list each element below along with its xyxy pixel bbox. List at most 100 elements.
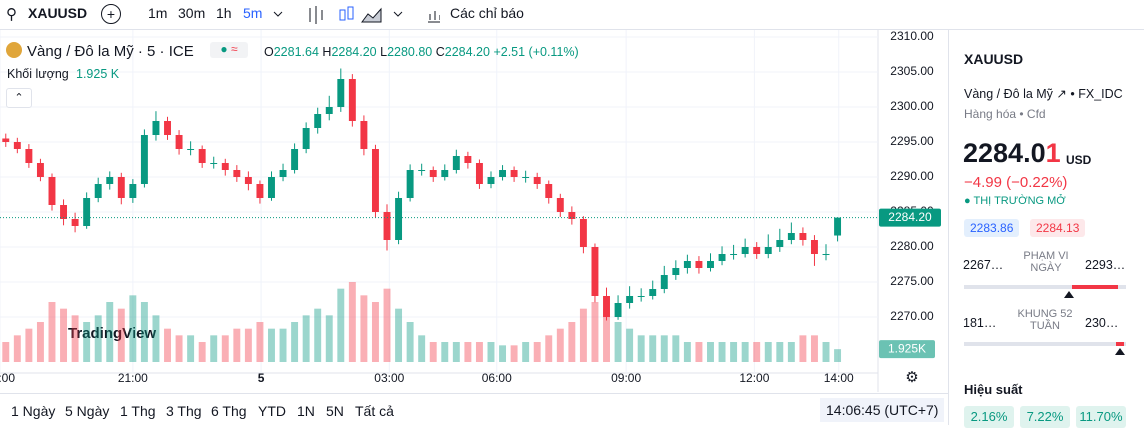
candle-body	[510, 170, 518, 177]
indicators[interactable]: Các chỉ báo	[450, 5, 524, 21]
range[interactable]: 1 Ngày	[11, 403, 56, 419]
bid: 2283.86	[964, 219, 1020, 237]
dropdown[interactable]	[393, 11, 403, 17]
market-status: ● THỊ TRƯỜNG MỞ	[964, 195, 1066, 207]
candle-body	[164, 121, 171, 135]
x-tick-label: 5	[258, 371, 265, 385]
interval[interactable]: 1m	[148, 5, 168, 21]
range[interactable]: 5N	[326, 403, 344, 419]
candle-body	[25, 149, 33, 163]
panel-category: Hàng hóa • Cfd	[964, 107, 1046, 121]
volume-bar	[233, 328, 241, 362]
volume-bar	[152, 315, 160, 362]
panel-name: Vàng / Đô la Mỹ ↗ • FX_IDC	[964, 87, 1123, 101]
candle-body	[371, 149, 379, 212]
range[interactable]: 3 Thg	[166, 403, 202, 419]
candle-body	[210, 163, 218, 164]
volume-bar	[522, 342, 530, 362]
volume-bar	[707, 342, 714, 362]
range[interactable]: 6 Thg	[211, 403, 247, 419]
volume-bar	[187, 335, 195, 362]
symbol-search[interactable]: XAUUSD	[28, 5, 88, 21]
range[interactable]: 1N	[297, 403, 315, 419]
candle-body	[626, 296, 634, 303]
year-high: 230…	[1085, 316, 1119, 330]
volume-value: 1.925 K	[76, 67, 120, 81]
interval[interactable]: 1h	[216, 5, 232, 21]
year-low: 181…	[963, 316, 997, 330]
volume-bar	[383, 288, 391, 362]
range[interactable]: YTD	[258, 403, 286, 419]
volume-bar	[48, 302, 56, 362]
interval[interactable]: 5m	[243, 5, 263, 21]
collapse[interactable]: ⌃	[6, 88, 32, 108]
day-low: 2267…	[963, 258, 1004, 272]
candle-body	[337, 79, 345, 107]
candle-body	[718, 254, 726, 261]
x-tick-label: 12:00	[739, 371, 769, 385]
search-icon[interactable]: ⚲	[6, 6, 17, 23]
range[interactable]: 5 Ngày	[65, 403, 110, 419]
volume-bar	[672, 335, 680, 362]
candle-body	[94, 184, 102, 198]
volume-bar	[129, 295, 137, 362]
volume-bar	[244, 328, 252, 362]
candle-body	[71, 219, 79, 226]
x-tick-label: 21:00	[118, 371, 148, 385]
price: 2284.0	[963, 138, 1046, 168]
ask: 2284.13	[1030, 219, 1086, 237]
last-price-label: 2284.20	[888, 210, 932, 224]
ohlc-value: 2280.80	[387, 45, 433, 59]
volume-bar	[164, 328, 171, 362]
volume-bar	[175, 335, 183, 362]
settings-icon[interactable]: ⚙	[905, 369, 918, 386]
y-tick-label: 2270.00	[890, 309, 934, 323]
candle-body	[499, 170, 507, 177]
candle-body	[360, 121, 368, 149]
area-icon[interactable]	[361, 7, 382, 23]
last-volume-tag	[879, 340, 935, 359]
candle-body	[83, 198, 91, 226]
volume-bar	[71, 315, 79, 362]
candle-body	[2, 138, 10, 142]
indicators-icon[interactable]	[428, 11, 440, 23]
price-last: 1	[1045, 138, 1061, 168]
candle-body	[325, 107, 333, 114]
day-label: PHẠM VI NGÀY	[1023, 250, 1069, 274]
y-tick-label: 2310.00	[890, 30, 934, 43]
volume-bar	[579, 308, 587, 362]
range[interactable]: Tất cả	[355, 403, 394, 419]
plot	[0, 30, 878, 373]
candles-icon[interactable]	[339, 9, 346, 21]
candle-body	[591, 247, 599, 296]
candle-body	[48, 177, 56, 205]
candle-body	[106, 177, 114, 184]
volume-bar	[452, 342, 460, 362]
candle-body	[764, 247, 772, 254]
range[interactable]: 1 Thg	[120, 403, 156, 419]
y-tick-label: 2275.00	[890, 274, 934, 288]
interval[interactable]: 30m	[178, 5, 206, 21]
volume-bar	[60, 308, 68, 362]
x-tick-label: 09:00	[611, 371, 641, 385]
ohlc-label: H	[322, 45, 332, 59]
x-tick-label: 18:00	[0, 371, 15, 385]
bars-icon[interactable]	[309, 6, 323, 24]
candle-body	[603, 296, 610, 317]
candle-body	[117, 177, 125, 198]
candle-body	[13, 142, 21, 149]
volume-bar	[591, 302, 599, 362]
candles-icon[interactable]	[347, 6, 354, 20]
volume-bar	[348, 282, 356, 362]
dropdown[interactable]	[273, 11, 283, 17]
candle-body	[730, 254, 738, 255]
add-symbol[interactable]: +	[101, 4, 121, 24]
ohlc-value: 2284.20	[444, 45, 490, 59]
candle-body	[348, 79, 356, 121]
volume-bar	[545, 335, 553, 362]
volume-bar	[325, 315, 333, 362]
candle-body	[418, 170, 426, 171]
y-tick-label: 2300.00	[890, 99, 934, 113]
candle-body	[406, 170, 414, 198]
